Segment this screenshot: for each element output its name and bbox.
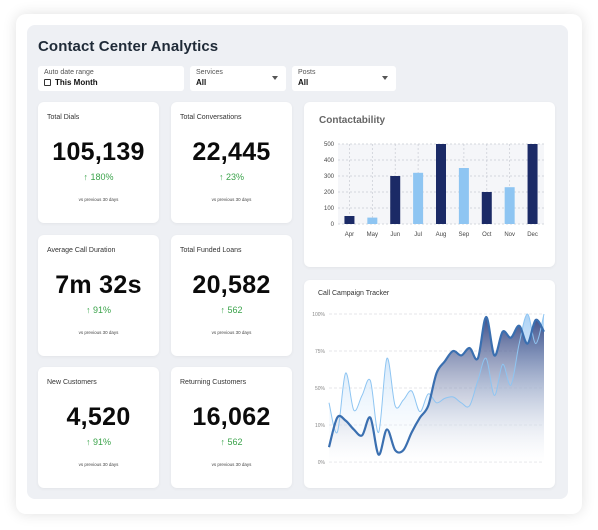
metric-change: ↑ 562	[220, 305, 243, 315]
bar	[481, 192, 492, 224]
y-tick-label: 500	[324, 142, 335, 148]
x-tick-label: Aug	[436, 232, 447, 238]
y-tick-label: 400	[324, 158, 335, 164]
chevron-down-icon[interactable]	[272, 76, 278, 80]
x-tick-label: Apr	[345, 232, 354, 238]
bar	[458, 168, 469, 224]
bar	[504, 187, 515, 224]
metric-value: 16,062	[192, 403, 271, 431]
metric-label: Average Call Duration	[47, 247, 116, 254]
x-tick-label: Dec	[527, 232, 538, 238]
filter-value-text: This Month	[55, 78, 98, 87]
metric-change: ↑ 180%	[83, 172, 114, 182]
metric-value: 4,520	[66, 403, 131, 431]
x-tick-label: Jul	[414, 232, 422, 238]
metric-comparison: vs previous 30 days	[78, 197, 119, 202]
filter-value: All	[196, 78, 207, 87]
metric-card-returning-customers: Returning Customers 16,062 ↑ 562 vs prev…	[171, 367, 292, 488]
x-tick-label: Jun	[390, 232, 400, 238]
y-tick-label: 200	[324, 190, 335, 196]
metric-comparison: vs previous 30 days	[211, 462, 252, 467]
metric-value: 22,445	[192, 138, 271, 166]
posts-filter[interactable]: Posts All	[292, 66, 396, 91]
call-campaign-tracker-chart: 0% 10% 50% 75% 100%	[312, 312, 545, 466]
services-filter[interactable]: Services All	[190, 66, 286, 91]
bar	[413, 172, 424, 224]
metric-card-total-conversations: Total Conversations 22,445 ↑ 23% vs prev…	[171, 102, 292, 223]
y-tick-label: 100	[324, 206, 335, 212]
filter-label: Services	[196, 69, 223, 76]
y-tick-label: 10%	[315, 423, 326, 429]
bar	[390, 176, 401, 224]
y-tick-label: 50%	[315, 386, 326, 392]
metric-change: ↑ 91%	[85, 437, 111, 447]
y-tick-label: 0%	[318, 460, 326, 466]
line-series-dark	[327, 315, 545, 456]
bar	[344, 216, 355, 224]
x-tick-label: Sep	[459, 232, 470, 238]
metric-value: 105,139	[52, 138, 145, 166]
bar	[436, 144, 446, 224]
page-title: Contact Center Analytics	[38, 38, 219, 55]
y-tick-label: 100%	[312, 312, 325, 318]
metric-card-total-funded-loans: Total Funded Loans 20,582 ↑ 562 vs previ…	[171, 235, 292, 356]
chart-title: Call Campaign Tracker	[318, 290, 390, 297]
x-tick-label: Oct	[482, 232, 492, 238]
y-tick-label: 300	[324, 174, 335, 180]
filter-value: All	[298, 78, 309, 87]
call-campaign-tracker-card: Call Campaign Tracker 0% 10% 50% 75% 100%	[304, 280, 555, 488]
metric-card-new-customers: New Customers 4,520 ↑ 91% vs previous 30…	[38, 367, 159, 488]
metric-value: 20,582	[192, 271, 271, 299]
chart-title: Contactability	[319, 115, 386, 126]
metric-value: 7m 32s	[55, 271, 142, 299]
x-tick-label: Nov	[504, 232, 515, 238]
calendar-icon	[44, 79, 51, 86]
filter-value: This Month	[44, 77, 178, 89]
bar	[527, 144, 538, 224]
metric-comparison: vs previous 30 days	[211, 330, 252, 335]
y-tick-label: 0	[331, 222, 335, 228]
metric-comparison: vs previous 30 days	[211, 197, 252, 202]
metric-card-average-call-duration: Average Call Duration 7m 32s ↑ 91% vs pr…	[38, 235, 159, 356]
x-tick-label: May	[367, 232, 378, 238]
filter-label: Posts	[298, 69, 316, 76]
y-tick-label: 75%	[315, 349, 326, 355]
metric-label: Total Funded Loans	[180, 247, 242, 254]
date-range-filter[interactable]: Auto date range This Month	[38, 66, 184, 91]
metric-label: New Customers	[47, 379, 97, 386]
metric-card-total-dials: Total Dials 105,139 ↑ 180% vs previous 3…	[38, 102, 159, 223]
contactability-chart-card: Contactability 0 100 200 300 400 500 Apr May Jun…	[304, 102, 555, 267]
metric-label: Returning Customers	[180, 379, 247, 386]
metric-change: ↑ 23%	[218, 172, 244, 182]
chevron-down-icon[interactable]	[382, 76, 388, 80]
filter-label: Auto date range	[44, 69, 94, 76]
metric-change: ↑ 91%	[85, 305, 111, 315]
area-series-dark	[329, 316, 544, 462]
metric-change: ↑ 562	[220, 437, 243, 447]
line-series-light	[328, 313, 545, 434]
metric-comparison: vs previous 30 days	[78, 330, 119, 335]
bar	[367, 217, 378, 224]
metric-label: Total Conversations	[180, 114, 242, 121]
metric-label: Total Dials	[47, 114, 80, 121]
contactability-chart: 0 100 200 300 400 500 Apr May Jun Jul Aug Sep Oct Nov…	[324, 142, 544, 238]
metric-comparison: vs previous 30 days	[78, 462, 119, 467]
